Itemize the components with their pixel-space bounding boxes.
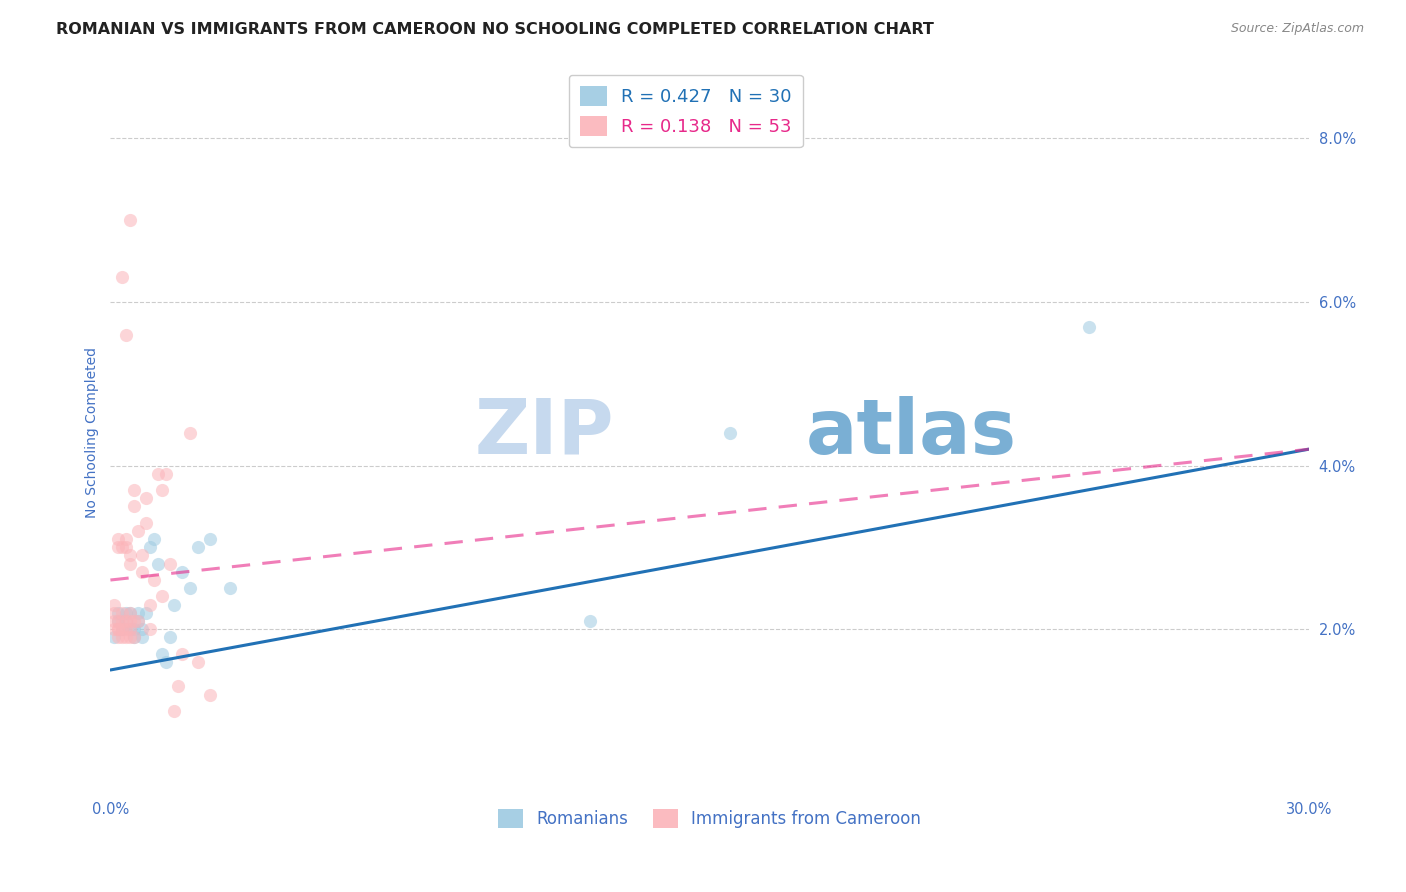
Point [148,467,170,481]
Point [219,581,242,595]
Point [107,622,129,636]
Point [120,614,142,628]
Point [103,622,125,636]
Point [179,425,201,440]
Point [111,622,134,636]
Point [148,557,170,571]
Point [179,581,201,595]
Point [139,541,162,555]
Point [111,622,134,636]
Point [107,630,129,644]
Legend: Romanians, Immigrants from Cameroon: Romanians, Immigrants from Cameroon [491,802,928,835]
Point [127,606,149,620]
Point [111,614,134,628]
Point [150,647,173,661]
Point [124,630,146,644]
Point [127,614,149,628]
Point [124,630,146,644]
Point [150,483,173,497]
Point [200,532,222,546]
Point [120,622,142,636]
Point [107,622,129,636]
Point [172,647,194,661]
Point [131,630,153,644]
Point [155,655,177,669]
Point [111,630,134,644]
Point [115,614,138,628]
Point [115,614,138,628]
Point [120,549,142,563]
Point [143,573,166,587]
Point [163,704,186,718]
Point [135,491,157,506]
Point [103,630,125,644]
Point [115,541,138,555]
Y-axis label: No Schooling Completed: No Schooling Completed [86,347,100,518]
Point [120,606,142,620]
Point [111,541,134,555]
Point [135,516,157,530]
Point [131,622,153,636]
Point [107,532,129,546]
Point [120,622,142,636]
Point [107,614,129,628]
Point [103,606,125,620]
Point [139,598,162,612]
Point [120,630,142,644]
Point [107,541,129,555]
Point [120,557,142,571]
Point [107,606,129,620]
Point [172,565,194,579]
Point [115,622,138,636]
Point [124,500,146,514]
Point [143,532,166,546]
Point [167,679,190,693]
Point [115,630,138,644]
Point [120,213,142,227]
Point [107,614,129,628]
Point [103,614,125,628]
Point [103,598,125,612]
Point [124,483,146,497]
Point [139,622,162,636]
Text: Source: ZipAtlas.com: Source: ZipAtlas.com [1230,22,1364,36]
Point [718,425,741,440]
Point [120,606,142,620]
Point [127,524,149,538]
Point [131,565,153,579]
Point [163,598,186,612]
Point [115,532,138,546]
Point [131,549,153,563]
Point [115,327,138,342]
Point [115,606,138,620]
Point [124,614,146,628]
Point [187,541,209,555]
Point [187,655,209,669]
Point [111,606,134,620]
Text: ZIP: ZIP [474,396,614,470]
Point [135,606,157,620]
Point [150,590,173,604]
Point [200,688,222,702]
Point [111,270,134,285]
Point [159,557,181,571]
Point [159,630,181,644]
Point [127,614,149,628]
Point [578,614,600,628]
Text: ROMANIAN VS IMMIGRANTS FROM CAMEROON NO SCHOOLING COMPLETED CORRELATION CHART: ROMANIAN VS IMMIGRANTS FROM CAMEROON NO … [56,22,934,37]
Point [155,467,177,481]
Text: atlas: atlas [806,396,1017,470]
Point [1078,319,1101,334]
Point [124,622,146,636]
